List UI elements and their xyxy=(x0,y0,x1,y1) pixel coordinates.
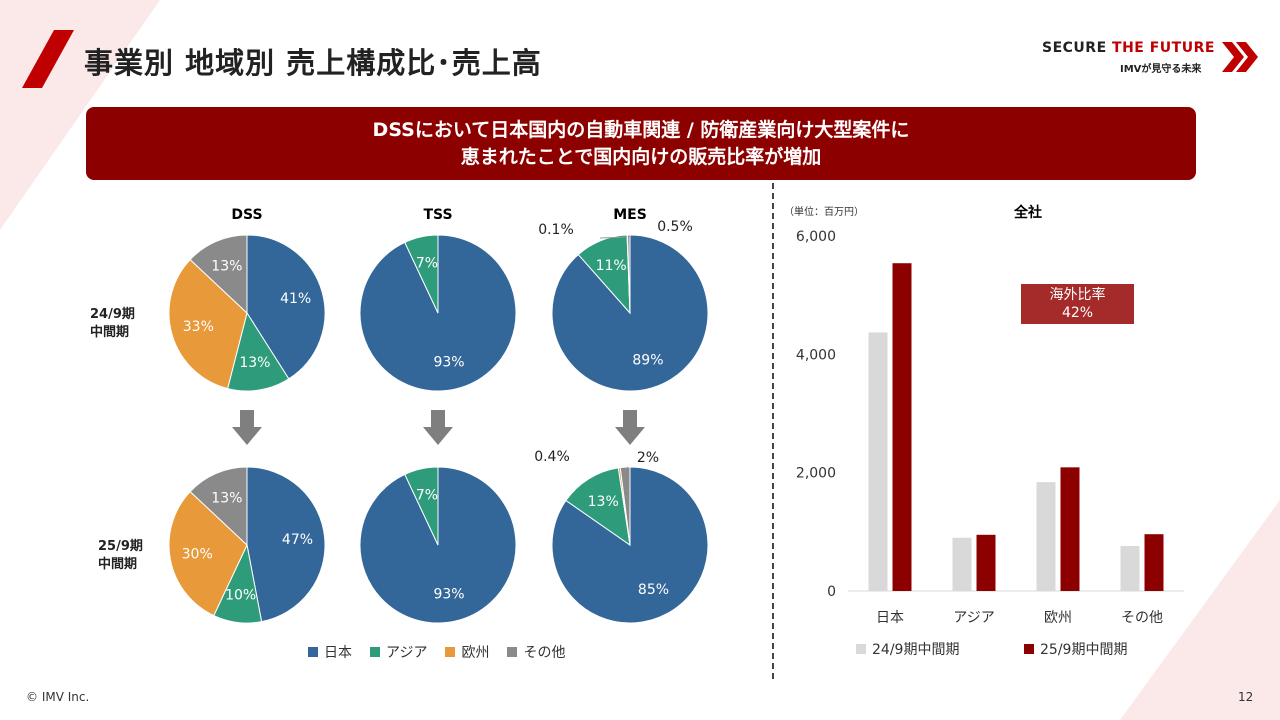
pie-data-label: 2% xyxy=(637,450,659,466)
bar-prev xyxy=(1036,482,1056,591)
overseas-ratio-callout: 海外比率 42% xyxy=(1021,284,1134,324)
banner-line-2: 恵まれたことで国内向けの販売比率が増加 xyxy=(460,145,822,168)
legend-swatch-asia xyxy=(370,647,380,657)
x-tick-label: その他 xyxy=(1121,610,1163,626)
pie-slice-japan xyxy=(246,466,326,623)
pie-slice-other xyxy=(189,466,248,547)
down-arrow-icon xyxy=(423,410,453,445)
pie-data-label: 47% xyxy=(282,532,313,548)
bar-prev xyxy=(1120,546,1140,591)
bar-chart-title: 全社 xyxy=(1013,204,1042,221)
pie-data-label: 85% xyxy=(638,582,669,598)
pie-chart-3: MES 89% 11% 0.1% 0.5% xyxy=(538,207,709,392)
callout-value: 42% xyxy=(1061,305,1094,321)
pie-data-label: 0.1% xyxy=(538,222,574,238)
pie-chart-2: TSS 93% 7% xyxy=(359,207,517,392)
x-tick-label: アジア xyxy=(953,610,994,626)
row-label-25-9: 25/9期 中間期 xyxy=(98,539,143,572)
pie-slice-europe xyxy=(168,490,248,617)
leader-line xyxy=(624,466,629,470)
pie-data-label: 41% xyxy=(280,291,311,307)
callout-label: 海外比率 xyxy=(1049,287,1106,303)
legend-item-europe: 欧州 xyxy=(445,642,489,662)
y-tick-label: 0 xyxy=(827,584,836,600)
pie-data-label: 7% xyxy=(416,488,438,504)
headline-banner: DSSにおいて日本国内の自動車関連 / 防衛産業向け大型案件に 恵まれたことで国… xyxy=(86,107,1196,180)
pie-data-label: 10% xyxy=(225,587,256,603)
bar-chart-total: （単位：百万円） 全社 0 2,000 4,000 6,000 日本 アジア 欧州 その他 24/9… xyxy=(784,204,1184,658)
down-arrow-icon xyxy=(615,410,645,445)
brand-tagline: SECURE THE FUTURE xyxy=(1042,40,1215,56)
pie-data-label: 11% xyxy=(596,258,627,274)
pie-charts: DSS 41% 13% 33% 13% TSS 93% 7% MES 89% 11% 0.1% 0.5%… xyxy=(168,207,709,624)
banner-line-1: DSSにおいて日本国内の自動車関連 / 防衛産業向け大型案件に xyxy=(372,118,910,141)
legend-swatch-europe xyxy=(445,647,456,657)
pie-slice-asia xyxy=(404,466,439,546)
y-tick-label: 6,000 xyxy=(796,229,836,245)
bar-prev xyxy=(952,537,972,591)
pie-data-label: 0.5% xyxy=(657,219,693,235)
y-tick-label: 2,000 xyxy=(796,466,836,482)
legend-item-other: その他 xyxy=(507,642,565,662)
pie-slice-asia xyxy=(565,467,631,547)
pie-data-label: 7% xyxy=(416,256,438,272)
pie-title: TSS xyxy=(423,207,452,223)
pie-title: MES xyxy=(613,207,647,223)
pie-chart-4: 47% 10% 30% 13% xyxy=(168,466,326,624)
legend-item-asia: アジア xyxy=(370,642,427,662)
unit-label: （単位：百万円） xyxy=(784,205,864,218)
bar-legend-label: 25/9期中間期 xyxy=(1040,642,1127,658)
y-tick-label: 4,000 xyxy=(796,347,836,363)
pie-legend: 日本 アジア 欧州 その他 xyxy=(308,642,565,662)
pie-data-label: 89% xyxy=(632,352,663,368)
brand-subtagline: IMVが見守る未来 xyxy=(1120,64,1202,75)
slash-accent-icon xyxy=(22,30,74,88)
x-tick-label: 日本 xyxy=(876,610,904,626)
bar-curr xyxy=(976,534,996,591)
leader-line xyxy=(599,236,628,239)
bar-curr xyxy=(1144,534,1164,591)
pie-slice-other xyxy=(619,466,631,546)
pie-slice-other xyxy=(189,234,248,315)
leader-line xyxy=(628,235,631,238)
pie-data-label: 0.4% xyxy=(534,449,570,465)
down-arrow-icon xyxy=(232,410,262,445)
pie-slice-other xyxy=(627,234,631,314)
x-tick-label: 欧州 xyxy=(1044,610,1072,626)
bar-legend-label: 24/9期中間期 xyxy=(872,642,959,658)
pie-slice-europe xyxy=(168,258,248,390)
legend-item-japan: 日本 xyxy=(308,642,352,662)
double-chevron-icon xyxy=(1222,42,1258,72)
pie-data-label: 30% xyxy=(182,547,213,563)
bar-prev xyxy=(868,332,888,591)
bar-curr xyxy=(892,263,912,591)
copyright: © IMV Inc. xyxy=(26,690,90,704)
pie-data-label: 13% xyxy=(588,494,619,510)
pie-chart-1: DSS 41% 13% 33% 13% xyxy=(168,207,326,392)
pie-data-label: 93% xyxy=(433,586,464,602)
pie-data-label: 13% xyxy=(211,258,242,274)
pie-chart-5: 93% 7% xyxy=(359,466,517,624)
page-number: 12 xyxy=(1238,690,1254,704)
pie-data-label: 13% xyxy=(239,355,270,371)
pie-data-label: 33% xyxy=(183,319,214,335)
legend-swatch-other xyxy=(507,647,518,657)
bar-legend-swatch xyxy=(1024,644,1034,654)
row-label-24-9: 24/9期 中間期 xyxy=(90,307,135,340)
legend-swatch-japan xyxy=(308,647,318,657)
section-divider xyxy=(772,183,774,679)
page-title: 事業別 地域別 売上構成比･売上高 xyxy=(84,46,542,80)
pie-data-label: 93% xyxy=(433,354,464,370)
pie-data-label: 13% xyxy=(211,490,242,506)
bar-legend-swatch xyxy=(856,644,866,654)
pie-slice-asia xyxy=(404,234,439,314)
pie-slice-asia xyxy=(226,311,290,392)
bar-curr xyxy=(1060,467,1080,591)
pie-title: DSS xyxy=(231,207,262,223)
pie-chart-6: 85% 13% 0.4% 2% xyxy=(534,449,709,624)
